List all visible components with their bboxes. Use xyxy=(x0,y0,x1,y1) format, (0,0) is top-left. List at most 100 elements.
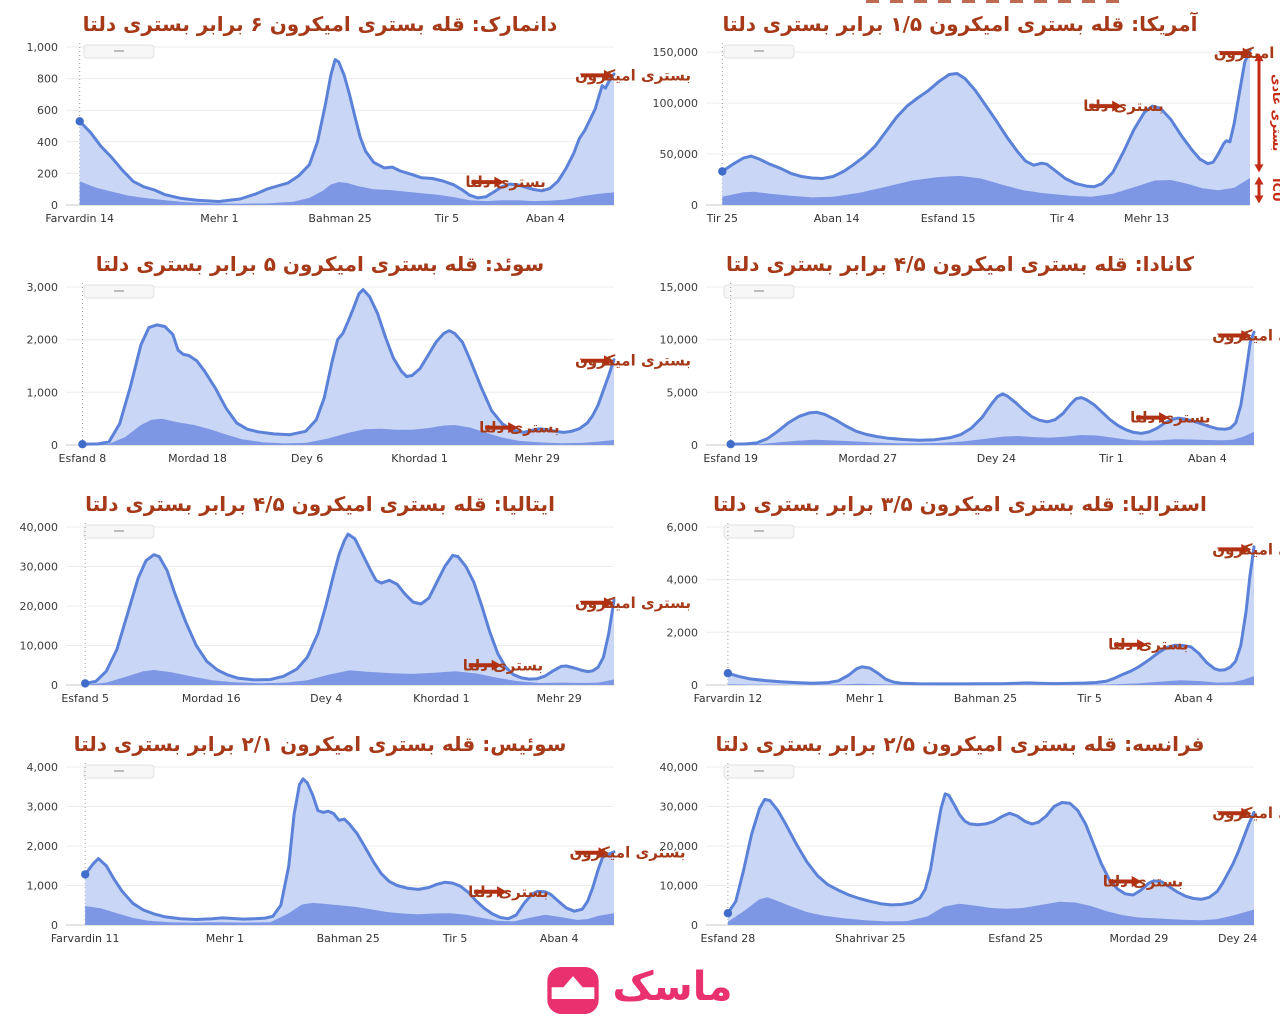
annotation-label: بستری دلتا xyxy=(468,883,548,901)
area-total-hospitalized xyxy=(722,50,1250,205)
y-tick-label: 40,000 xyxy=(20,521,59,534)
x-tick-label: Shahrivar 25 xyxy=(835,932,906,945)
annotation-omicron: بستری امیکرون xyxy=(575,594,691,612)
y-tick-label: 0 xyxy=(51,919,58,932)
y-tick-label: 1,000 xyxy=(27,41,59,54)
arrow-head-icon xyxy=(1131,876,1142,888)
chart-canvas-australia: 0 2,000 4,000 6,000 Farvardin 12 Mehr 1 Bahman… xyxy=(640,519,1280,717)
arrow-head-icon xyxy=(1242,47,1253,59)
annotation-delta: بستری دلتا xyxy=(1130,409,1210,427)
annotation-omicron: بستری امیکرون xyxy=(1212,804,1280,822)
area-total-hospitalized xyxy=(82,289,614,445)
x-tick-label: Bahman 25 xyxy=(317,932,380,945)
chart-canvas-denmark: 0 200 400 600 800 1,000 Farvardin 14 Mehr 1 Bahm… xyxy=(0,39,692,237)
chart-svg-sweden: 0 1,000 2,000 3,000 Esfand 8 Mordad 18 Dey 6 Kh… xyxy=(27,281,692,465)
start-dot xyxy=(75,117,84,126)
y-tick-label: 3,000 xyxy=(27,281,59,294)
chart-canvas-switzerland: 0 1,000 2,000 3,000 4,000 Farvardin 11 Mehr 1 B… xyxy=(0,759,686,957)
annotation-delta: بستری دلتا xyxy=(463,656,543,674)
x-tick-label: Esfand 28 xyxy=(701,932,756,945)
annotation-label: بستری امیکرون xyxy=(575,352,691,370)
arrow-head-icon xyxy=(1137,639,1148,651)
chart-svg-switzerland: 0 1,000 2,000 3,000 4,000 Farvardin 11 Mehr 1 B… xyxy=(27,761,686,945)
y-tick-label: 10,000 xyxy=(20,640,59,653)
y-tick-label: 1,000 xyxy=(27,386,59,399)
annotation-omicron: بستری امیکرون xyxy=(570,844,686,862)
arrow-head-icon xyxy=(1241,330,1252,341)
chart-canvas-canada: 0 5,000 10,000 15,000 Esfand 19 Mordad 27 Dey … xyxy=(640,279,1280,477)
y-tick-label: 20,000 xyxy=(20,600,59,613)
x-tick-label: Aban 4 xyxy=(1188,452,1227,465)
chart-title-denmark: دانمارک: قله بستری امیکرون ۶ برابر بستری… xyxy=(82,12,558,36)
chart-section-sweden: سوئد: قله بستری امیکرون ۵ برابر بستری دل… xyxy=(0,240,692,480)
footer: ماسک xyxy=(0,962,1280,1018)
arrow-head-icon xyxy=(604,597,614,609)
arrow-head-icon xyxy=(604,69,614,81)
line-total-hospitalized xyxy=(80,288,616,446)
line-total-hospitalized xyxy=(78,58,616,203)
y-tick-label: 6,000 xyxy=(667,521,699,534)
annotation-label: بستری امیکرون xyxy=(1212,327,1280,345)
annotation-label: بستری امیکرون xyxy=(575,66,691,84)
chart-section-france: فرانسه: قله بستری امیکرون ۲/۵ برابر بستر… xyxy=(640,720,1280,960)
y-tick-label: 2,000 xyxy=(27,840,59,853)
y-tick-label: 4,000 xyxy=(27,761,59,774)
y-tick-label: 0 xyxy=(691,919,698,932)
y-tick-label: 5,000 xyxy=(667,386,699,399)
annotation-delta: بستری دلتا xyxy=(465,173,545,191)
icu-range-arrow xyxy=(1254,176,1264,204)
area-icu xyxy=(727,676,1254,685)
arrow-head-icon xyxy=(497,886,508,898)
x-tick-label: Aban 4 xyxy=(1174,692,1213,705)
area-icu xyxy=(85,902,614,925)
chart-title-usa: آمریکا: قله بستری امیکرون ۱/۵ برابر بستر… xyxy=(722,12,1198,36)
side-label-icu: ICU xyxy=(1270,178,1280,202)
x-tick-label: Dey 6 xyxy=(291,452,323,465)
y-tick-label: 600 xyxy=(37,104,58,117)
x-tick-label: Dey 4 xyxy=(310,692,342,705)
x-tick-label: Esfand 5 xyxy=(61,692,109,705)
line-total-hospitalized xyxy=(729,330,1256,446)
x-tick-label: Tir 4 xyxy=(1049,212,1074,225)
x-tick-label: Aban 14 xyxy=(814,212,860,225)
x-tick-label: Khordad 1 xyxy=(391,452,447,465)
area-icu xyxy=(79,181,614,205)
chart-canvas-france: 0 10,000 20,000 30,000 40,000 Esfand 28 Shahri… xyxy=(640,759,1280,957)
area-total-hospitalized xyxy=(85,778,614,925)
start-dot xyxy=(81,870,90,879)
x-tick-label: Tir 5 xyxy=(442,932,467,945)
y-tick-label: 40,000 xyxy=(660,761,699,774)
line-total-hospitalized xyxy=(83,532,616,685)
annotation-label: بستری امیکرون xyxy=(570,844,686,862)
x-tick-label: Mehr 1 xyxy=(846,692,884,705)
area-icu xyxy=(730,431,1254,445)
y-tick-label: 0 xyxy=(51,439,58,452)
annotation-label: بستری دلتا xyxy=(1103,873,1183,891)
start-dot xyxy=(723,669,733,678)
y-tick-label: 0 xyxy=(691,199,698,212)
arrow-head-icon xyxy=(604,355,614,367)
x-tick-label: Mehr 29 xyxy=(537,692,582,705)
x-tick-label: Dey 24 xyxy=(977,452,1016,465)
area-total-hospitalized xyxy=(727,546,1254,685)
x-tick-label: Bahman 25 xyxy=(954,692,1017,705)
chart-title-italy: ایتالیا: قله بستری امیکرون ۴/۵ برابر بست… xyxy=(85,492,555,516)
y-tick-label: 200 xyxy=(37,167,58,180)
chart-section-usa: آمریکا: قله بستری امیکرون ۱/۵ برابر بستر… xyxy=(640,0,1280,240)
start-dot xyxy=(78,440,87,449)
annotation-label: بستری امیکرون xyxy=(1214,44,1280,62)
x-tick-label: Mehr 29 xyxy=(515,452,560,465)
arrow-head-icon xyxy=(1241,543,1252,555)
x-tick-label: Mehr 1 xyxy=(200,212,238,225)
logo-text: ماسک xyxy=(612,964,733,1010)
annotation-label: بستری امیکرون xyxy=(575,594,691,612)
chart-title-canada: کانادا: قله بستری امیکرون ۴/۵ برابر بستر… xyxy=(726,252,1194,276)
x-tick-label: Dey 24 xyxy=(1218,932,1257,945)
x-tick-label: Farvardin 11 xyxy=(51,932,120,945)
y-tick-label: 100,000 xyxy=(653,97,699,110)
x-tick-label: Mordad 16 xyxy=(182,692,241,705)
annotation-label: بستری دلتا xyxy=(465,173,545,191)
chart-svg-canada: 0 5,000 10,000 15,000 Esfand 19 Mordad 27 Dey … xyxy=(660,281,1280,465)
chart-section-italy: ایتالیا: قله بستری امیکرون ۴/۵ برابر بست… xyxy=(0,480,692,720)
